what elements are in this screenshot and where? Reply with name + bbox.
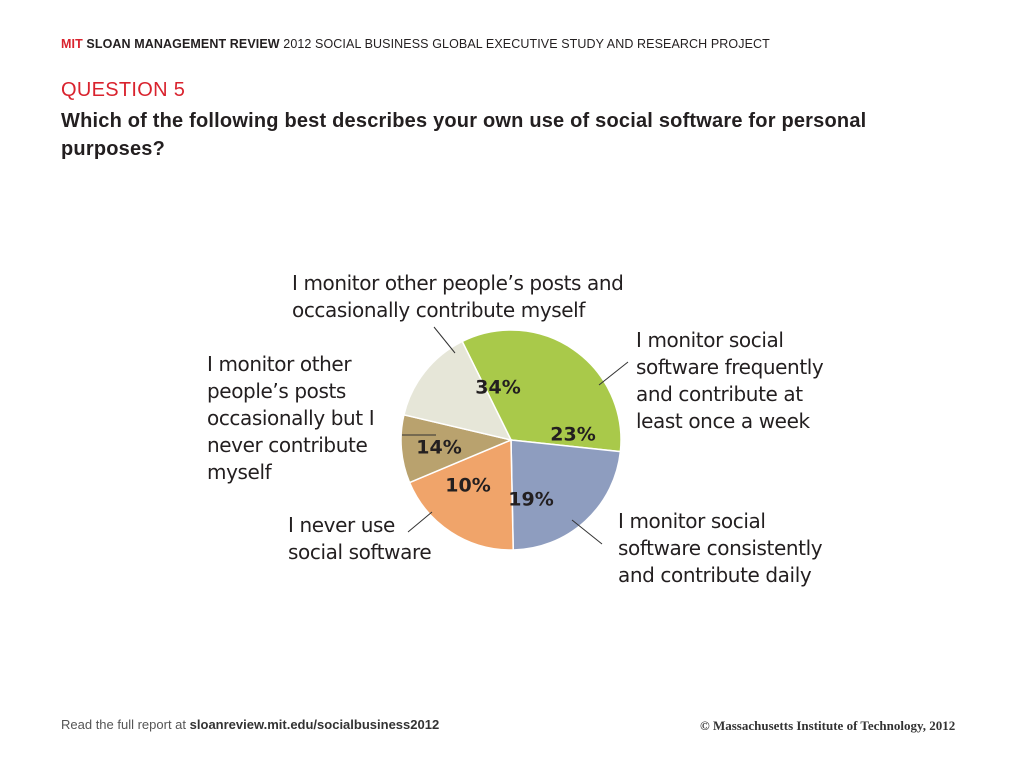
callout-line: I monitor social bbox=[618, 509, 766, 533]
pie-value-label-never-contribute: 14% bbox=[416, 437, 461, 459]
callout-line: I monitor other bbox=[207, 352, 352, 376]
callout-line: software consistently bbox=[618, 536, 823, 560]
leader-never-use bbox=[407, 511, 433, 533]
question-number: QUESTION 5 bbox=[61, 79, 186, 101]
pie-slice-daily bbox=[408, 438, 514, 551]
footer-report-link: Read the full report at sloanreview.mit.… bbox=[61, 717, 439, 732]
question-text: Which of the following best describes yo… bbox=[61, 110, 867, 160]
callout-line: social software bbox=[288, 540, 432, 564]
header-line: MIT SLOAN MANAGEMENT REVIEW 2012 SOCIAL … bbox=[61, 37, 770, 51]
callout-line: myself bbox=[207, 460, 272, 484]
callout-line: people’s posts bbox=[207, 379, 346, 403]
pie-slice-never-contribute bbox=[403, 340, 513, 442]
callout-weekly: I monitor social software frequently and… bbox=[636, 327, 824, 435]
pie-value-label-occasional-contribute: 34% bbox=[475, 377, 520, 399]
header-brand: MIT bbox=[61, 37, 83, 51]
leader-occasional-contribute bbox=[433, 326, 456, 354]
callout-daily: I monitor social software consistently a… bbox=[618, 508, 823, 589]
pie-value-label-weekly: 23% bbox=[550, 424, 595, 446]
callout-never-contribute: I monitor other people’s posts occasiona… bbox=[207, 351, 375, 486]
header-subtitle: 2012 SOCIAL BUSINESS GLOBAL EXECUTIVE ST… bbox=[283, 37, 770, 51]
leader-weekly bbox=[598, 361, 629, 386]
footer-url[interactable]: sloanreview.mit.edu/socialbusiness2012 bbox=[189, 717, 440, 732]
pie-slice-weekly bbox=[510, 439, 622, 551]
footer-copyright: © Massachusetts Institute of Technology,… bbox=[700, 718, 956, 733]
callout-line: least once a week bbox=[636, 409, 810, 433]
callout-line: I monitor other people’s posts and bbox=[292, 271, 624, 295]
callout-line: I monitor social bbox=[636, 328, 784, 352]
header-publication: SLOAN MANAGEMENT REVIEW bbox=[86, 37, 280, 51]
callout-occasional-contribute: I monitor other people’s posts and occas… bbox=[292, 270, 624, 324]
callout-line: software frequently bbox=[636, 355, 824, 379]
callout-line: never contribute bbox=[207, 433, 368, 457]
callout-line: and contribute at bbox=[636, 382, 803, 406]
callout-line: I never use bbox=[288, 513, 395, 537]
callout-line: occasionally but I bbox=[207, 406, 375, 430]
pie-value-label-never-use: 10% bbox=[445, 475, 490, 497]
callout-line: and contribute daily bbox=[618, 563, 812, 587]
callout-line: occasionally contribute myself bbox=[292, 298, 585, 322]
pie-value-label-daily: 19% bbox=[508, 489, 553, 511]
leader-daily bbox=[571, 519, 603, 545]
footer-read-prefix: Read the full report at bbox=[61, 717, 187, 732]
callout-never-use: I never use social software bbox=[288, 512, 432, 566]
